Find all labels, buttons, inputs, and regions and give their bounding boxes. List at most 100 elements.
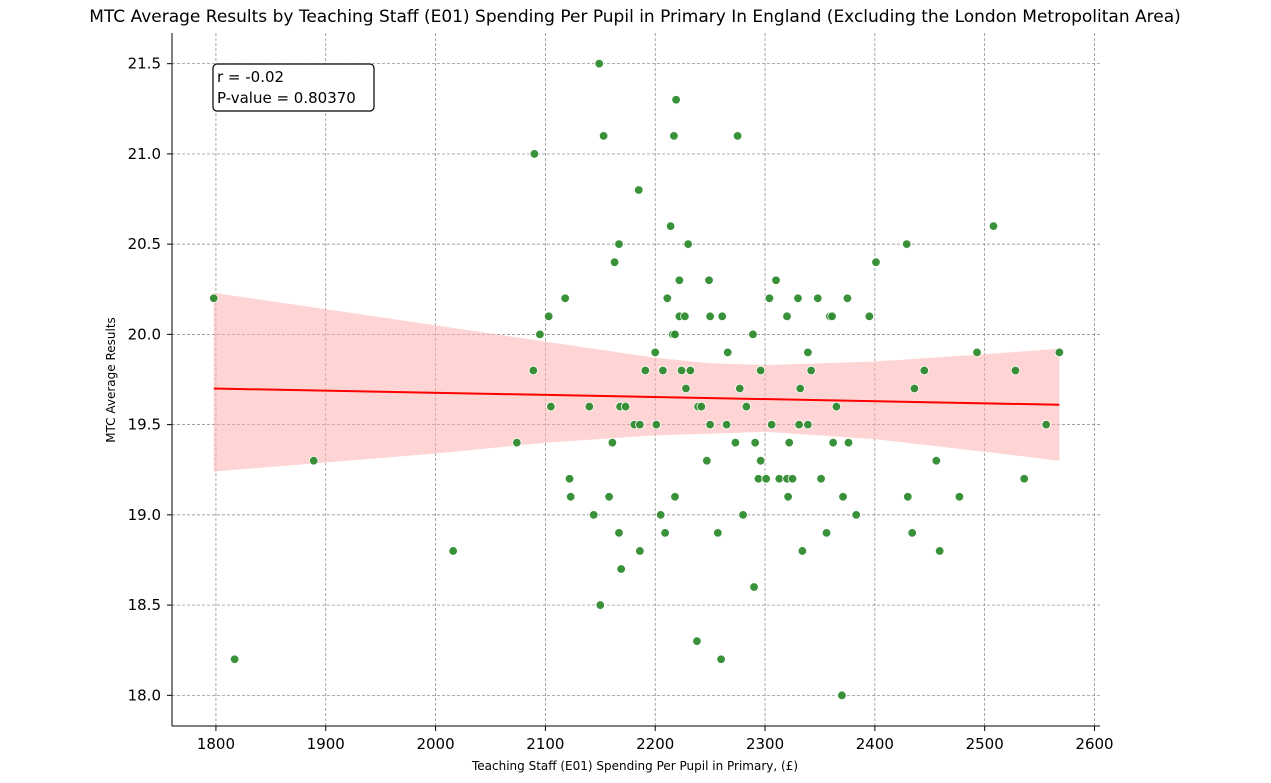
data-point [529, 149, 540, 159]
y-tick-label: 21.5 [128, 55, 161, 73]
data-point [680, 311, 690, 322]
data-point [705, 311, 715, 322]
data-point [635, 546, 645, 556]
x-tick-label: 2000 [416, 735, 454, 753]
data-point [794, 419, 804, 430]
x-tick-label: 2400 [856, 735, 894, 753]
data-point [1010, 365, 1021, 376]
data-point [828, 437, 838, 448]
data-point [806, 365, 816, 376]
confidence-band-layer [213, 292, 1060, 472]
data-point [229, 654, 240, 664]
data-point [528, 365, 539, 376]
data-point [595, 600, 606, 610]
x-tick-label: 2500 [966, 735, 1004, 753]
data-point [755, 365, 766, 376]
data-point [616, 564, 626, 574]
data-point [831, 401, 842, 412]
data-point [656, 510, 666, 520]
data-point [512, 437, 522, 448]
data-point [614, 528, 624, 538]
annotation-box [212, 63, 375, 112]
data-point [954, 492, 965, 502]
data-point [1054, 347, 1065, 358]
confidence-band [213, 292, 1060, 472]
data-point [919, 365, 929, 376]
data-point [670, 329, 680, 340]
data-point [535, 329, 545, 340]
data-point [787, 474, 798, 484]
data-point [685, 365, 696, 376]
y-tick-label: 18.5 [128, 596, 161, 614]
data-point [717, 311, 727, 322]
y-tick-label: 21.0 [128, 145, 161, 163]
data-point [702, 456, 712, 466]
data-point [721, 419, 732, 430]
data-point [665, 221, 676, 231]
y-axis-label: MTC Average Results [104, 317, 118, 443]
data-point [669, 131, 679, 141]
data-point [783, 492, 793, 502]
annotation-r-value: r = -0.02 [217, 68, 284, 86]
x-tick-label: 1900 [307, 735, 345, 753]
axes: 1800 1900 2000 2100 2200 2300 2400 2500 2600 18.0… [128, 33, 1114, 753]
data-point [934, 546, 945, 556]
data-point [640, 365, 651, 376]
y-tick-label: 20.0 [128, 325, 161, 343]
y-tick-label: 19.0 [128, 506, 161, 524]
data-point [671, 95, 681, 105]
data-point [909, 383, 920, 394]
data-point [738, 510, 748, 520]
x-axis-label: Teaching Staff (E01) Spending Per Pupil … [471, 759, 798, 773]
data-point [784, 437, 794, 448]
data-point [750, 437, 760, 448]
data-point [604, 492, 614, 502]
x-tick-label: 1800 [197, 735, 235, 753]
data-point [565, 492, 576, 502]
data-point [620, 401, 631, 412]
data-point [842, 293, 853, 303]
data-point [782, 311, 792, 322]
annotation-p-value: P-value = 0.80370 [217, 89, 356, 107]
data-point [871, 257, 881, 267]
data-point [821, 528, 832, 538]
data-point [704, 275, 714, 285]
data-point [614, 239, 624, 249]
data-point [816, 474, 826, 484]
data-point [662, 293, 672, 303]
data-point [843, 437, 854, 448]
data-point [609, 257, 620, 267]
data-point [660, 528, 670, 538]
data-point [635, 419, 645, 430]
x-tick-label: 2300 [746, 735, 784, 753]
data-point [748, 329, 758, 340]
data-point [658, 365, 668, 376]
data-point [732, 131, 743, 141]
data-point [864, 311, 875, 322]
data-point [795, 383, 805, 394]
data-point [546, 401, 556, 412]
data-point [594, 58, 604, 69]
data-point [827, 311, 837, 322]
data-point [851, 510, 861, 520]
data-point [696, 401, 707, 412]
data-point [670, 492, 680, 502]
data-point [589, 510, 599, 520]
data-point [634, 185, 644, 195]
data-point [683, 239, 693, 249]
data-point [837, 690, 847, 701]
data-point [803, 347, 813, 358]
data-point [607, 437, 618, 448]
data-point [598, 131, 609, 141]
stats-annotation: r = -0.02 P-value = 0.80370 [212, 63, 375, 112]
data-point [741, 401, 752, 412]
data-point [797, 546, 808, 556]
data-point [1019, 474, 1029, 484]
data-point [813, 293, 823, 303]
data-point [755, 456, 766, 466]
data-point [771, 275, 781, 285]
data-point [723, 347, 733, 358]
x-tick-label: 2100 [526, 735, 564, 753]
data-point [735, 383, 745, 394]
